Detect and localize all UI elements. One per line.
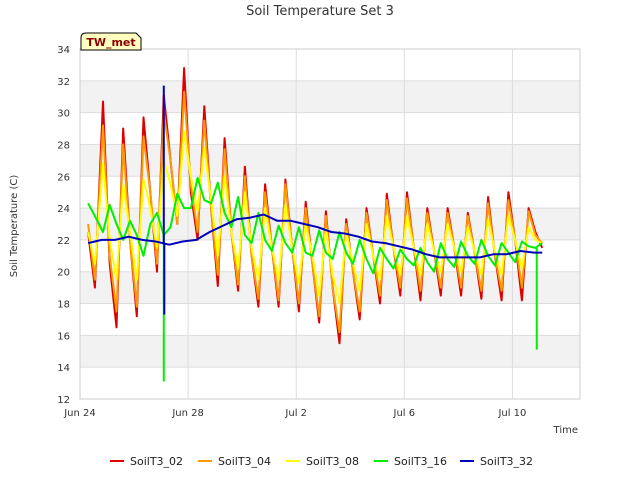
legend-label: SoilT3_16 <box>394 455 447 468</box>
y-tick-label: 26 <box>57 172 70 183</box>
plot-frame <box>79 48 581 400</box>
plot-band <box>80 271 580 304</box>
y-tick-label: 22 <box>57 236 70 247</box>
y-tick-label: 32 <box>57 77 70 88</box>
legend-item: SoilT3_16 <box>374 455 447 468</box>
y-axis-label: Soil Temperature (C) <box>9 175 20 278</box>
legend-label: SoilT3_32 <box>480 455 533 468</box>
series-SoilT3_08 <box>87 130 543 305</box>
chart-title: Soil Temperature Set 3 <box>246 4 394 19</box>
station-badge-label: TW_met <box>86 36 135 49</box>
plot-band <box>80 335 580 368</box>
y-tick-label: 24 <box>57 204 70 215</box>
series-SoilT3_32 <box>87 85 543 315</box>
plot-band <box>80 367 580 399</box>
legend-item: SoilT3_32 <box>460 455 533 468</box>
legend-label: SoilT3_02 <box>130 455 183 468</box>
axes <box>79 48 581 400</box>
plot-band <box>80 112 580 145</box>
x-tick-label: Jul 6 <box>393 408 416 419</box>
y-tick-label: 18 <box>57 300 70 311</box>
y-tick-label: 34 <box>57 45 70 56</box>
series-line <box>87 176 543 275</box>
y-tick-label: 28 <box>57 140 70 151</box>
x-axis-label: Time <box>553 425 578 436</box>
series-line <box>87 130 543 305</box>
y-tick-label: 14 <box>57 363 70 374</box>
plot-band <box>80 49 580 81</box>
y-tick-label: 12 <box>57 395 70 406</box>
plot-band <box>80 176 580 209</box>
legend-label: SoilT3_08 <box>306 455 359 468</box>
x-tick-label: Jul 10 <box>497 408 526 419</box>
x-tick-label: Jun 24 <box>63 408 96 419</box>
x-tick-label: Jun 28 <box>171 408 204 419</box>
series-layer <box>87 67 544 382</box>
y-tick-label: 30 <box>57 109 70 120</box>
y-tick-label: 20 <box>57 268 70 279</box>
legend-item: SoilT3_02 <box>110 455 183 468</box>
plot-band <box>80 80 580 113</box>
plot-band <box>80 303 580 336</box>
station-badge: TW_met <box>80 32 142 51</box>
x-tick-label: Jul 2 <box>284 408 307 419</box>
legend-item: SoilT3_04 <box>198 455 271 468</box>
legend: SoilT3_02 SoilT3_04 SoilT3_08 SoilT3_16 Soil… <box>110 455 533 468</box>
legend-item: SoilT3_08 <box>286 455 359 468</box>
y-tick-label: 16 <box>57 331 70 342</box>
plot-band <box>80 144 580 177</box>
legend-label: SoilT3_04 <box>218 455 271 468</box>
plot-background <box>80 49 580 399</box>
tick-labels: 12 14 16 18 20 22 24 26 28 30 32 34 Jun 24 Jun 28 Jul … <box>57 45 526 419</box>
